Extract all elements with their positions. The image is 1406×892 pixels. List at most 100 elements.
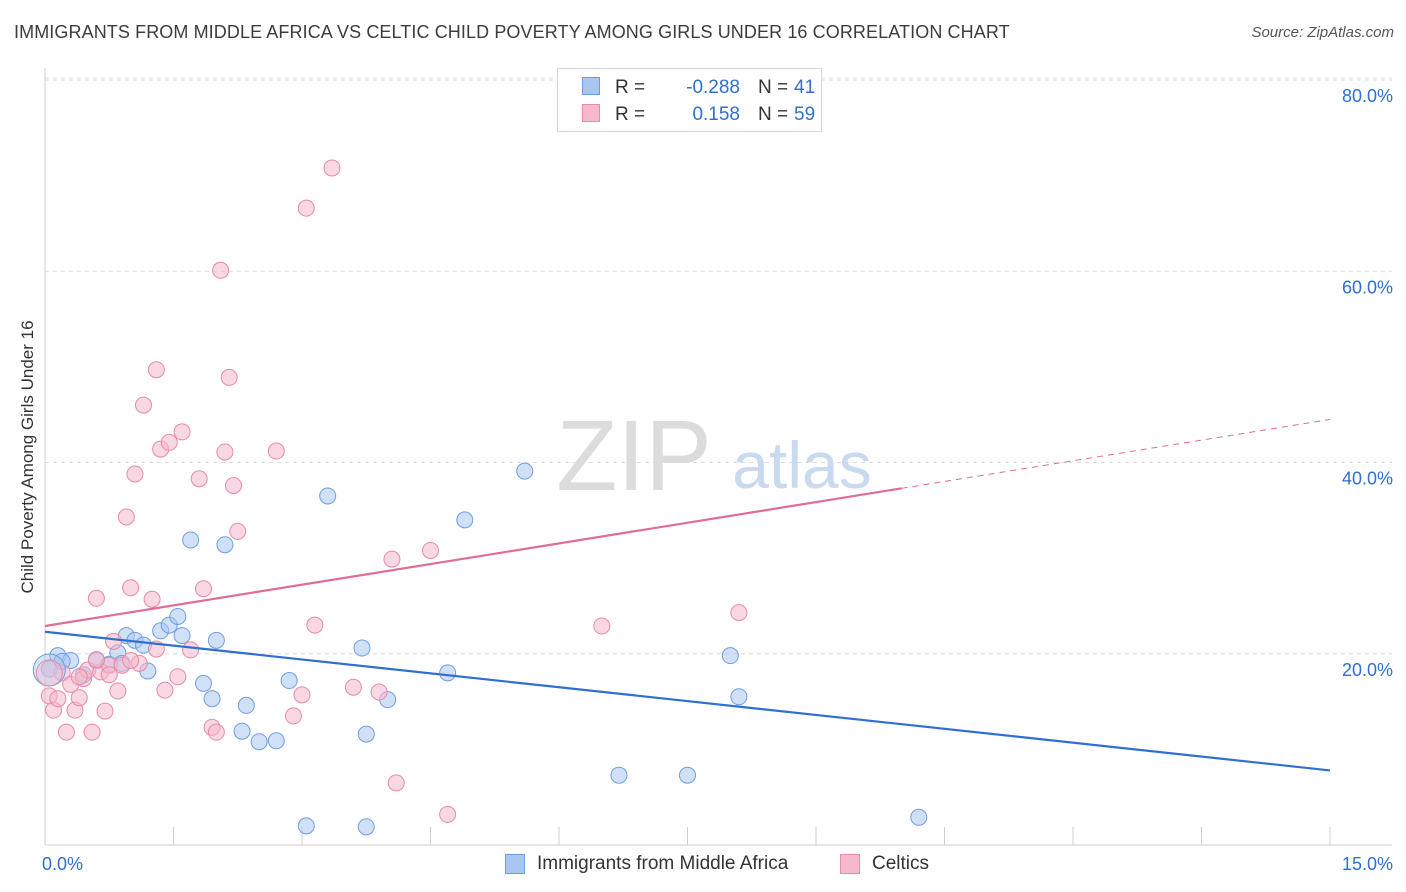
point-celtics: [370, 683, 388, 701]
y-tick-label: 60.0%: [1342, 277, 1393, 297]
point-celtics: [100, 666, 118, 684]
point-middle-africa: [610, 766, 628, 784]
point-middle-africa: [203, 690, 221, 708]
point-celtics: [173, 423, 191, 441]
data-points: [32, 159, 928, 836]
point-celtics: [267, 442, 285, 460]
legend-label-celtics: Celtics: [872, 853, 930, 874]
point-middle-africa: [910, 808, 928, 826]
legend-r-value: -0.288: [686, 77, 740, 98]
point-middle-africa: [237, 696, 255, 714]
point-celtics: [439, 805, 457, 823]
point-middle-africa: [233, 722, 251, 740]
legend-label-middle-africa: Immigrants from Middle Africa: [537, 853, 789, 874]
y-tick-label: 80.0%: [1342, 86, 1393, 106]
point-celtics: [224, 476, 242, 494]
legend-r-label: R =: [615, 104, 646, 125]
point-celtics: [344, 678, 362, 696]
point-celtics: [122, 651, 140, 669]
legend-r-value: 0.158: [692, 104, 740, 125]
point-middle-africa: [250, 733, 268, 751]
trend-line-celtics: [44, 487, 902, 628]
legend-swatch-blue: [505, 854, 525, 874]
watermark-atlas: atlas: [732, 428, 871, 502]
point-middle-africa: [721, 647, 739, 665]
legend-swatch-blue: [582, 77, 600, 95]
chart-source: Source: ZipAtlas.com: [1251, 24, 1394, 41]
tick-labels: 20.0% 40.0% 60.0% 80.0% 0.0% 15.0%: [42, 86, 1393, 874]
point-middle-africa: [730, 688, 748, 706]
point-celtics: [422, 541, 439, 559]
grid-lines: [45, 77, 1392, 655]
correlation-legend: R = -0.288 N = 41 R = 0.158 N = 59: [557, 68, 822, 132]
point-celtics: [135, 396, 153, 414]
point-middle-africa: [280, 672, 298, 690]
point-middle-africa: [439, 664, 457, 682]
point-celtics: [207, 723, 225, 741]
point-celtics: [323, 159, 341, 177]
y-tick-label: 20.0%: [1342, 660, 1393, 680]
trend-line-middle-africa: [44, 630, 1331, 772]
point-middle-africa: [194, 674, 212, 692]
point-celtics: [96, 702, 114, 720]
point-celtics: [194, 580, 212, 598]
watermark: ZIP atlas: [556, 400, 872, 512]
point-celtics: [105, 632, 123, 650]
point-celtics-large: [35, 659, 63, 687]
point-middle-africa: [353, 639, 371, 657]
point-celtics: [109, 682, 127, 700]
point-middle-africa: [169, 607, 187, 625]
point-celtics: [117, 508, 135, 526]
point-celtics: [730, 604, 748, 622]
point-celtics: [216, 443, 234, 461]
point-celtics: [83, 723, 101, 741]
point-celtics: [220, 368, 238, 386]
point-celtics: [284, 707, 302, 725]
point-middle-africa: [182, 531, 200, 549]
point-celtics: [593, 617, 611, 635]
x-tick-label: 15.0%: [1342, 854, 1393, 874]
point-celtics: [57, 723, 75, 741]
point-celtics: [147, 361, 165, 379]
point-celtics: [87, 650, 105, 668]
point-middle-africa: [679, 766, 696, 784]
x-tick-label: 0.0%: [42, 854, 83, 874]
legend-n-value: 41: [794, 77, 816, 98]
point-middle-africa: [297, 817, 315, 835]
y-tick-label: 40.0%: [1342, 469, 1393, 489]
point-middle-africa: [357, 725, 375, 743]
point-celtics: [126, 465, 144, 483]
point-middle-africa: [357, 818, 375, 836]
point-middle-africa: [267, 732, 285, 750]
point-celtics: [182, 641, 200, 659]
point-middle-africa: [456, 511, 474, 529]
legend-n-label: N =: [758, 104, 789, 125]
point-celtics: [306, 616, 324, 634]
point-celtics: [160, 433, 178, 451]
point-middle-africa: [207, 631, 225, 649]
legend-r-label: R =: [615, 77, 646, 98]
legend-n-label: N =: [758, 77, 789, 98]
point-celtics: [87, 589, 105, 607]
point-celtics: [229, 522, 247, 540]
point-celtics: [49, 690, 67, 708]
point-celtics: [293, 686, 311, 704]
point-celtics: [122, 579, 140, 597]
point-middle-africa: [216, 536, 234, 554]
point-celtics: [387, 774, 405, 792]
trend-lines: [44, 418, 1331, 772]
trend-line-celtics-projection: [901, 418, 1331, 489]
chart-title: IMMIGRANTS FROM MIDDLE AFRICA VS CELTIC …: [14, 22, 1010, 42]
point-celtics: [156, 681, 174, 699]
point-middle-africa: [516, 462, 534, 480]
point-celtics: [143, 590, 161, 608]
point-celtics: [169, 668, 187, 686]
point-celtics: [297, 199, 315, 217]
point-celtics: [212, 261, 230, 279]
point-celtics: [70, 689, 88, 707]
legend-swatch-pink: [840, 854, 860, 874]
point-celtics: [383, 550, 401, 568]
watermark-zip: ZIP: [556, 400, 712, 512]
point-middle-africa: [173, 627, 191, 645]
